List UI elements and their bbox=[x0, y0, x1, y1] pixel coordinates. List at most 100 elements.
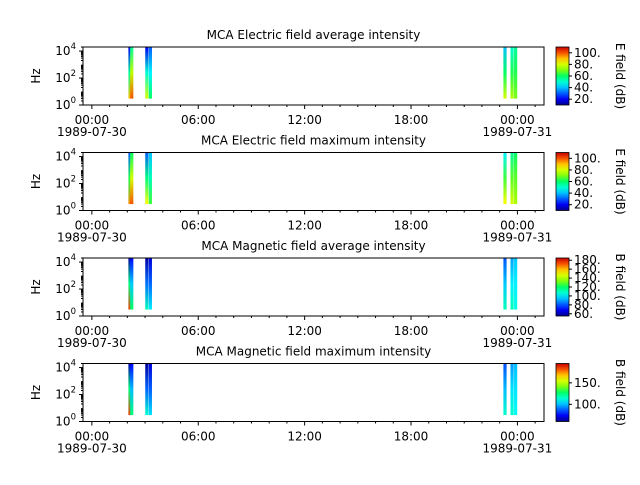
colorbar-tick-label: 20. bbox=[574, 92, 593, 106]
colorbar-label: E field (dB) bbox=[613, 43, 627, 109]
spectrogram-column bbox=[510, 258, 514, 310]
colorbar bbox=[555, 46, 570, 106]
panel-title: MCA Electric field maximum intensity bbox=[201, 134, 426, 148]
x-date-label: 1989-07-30 bbox=[57, 125, 127, 139]
spectrogram-column bbox=[514, 47, 518, 99]
x-date-label: 1989-07-31 bbox=[483, 336, 553, 350]
spectrogram-column bbox=[145, 363, 149, 416]
spectrogram-column bbox=[128, 363, 132, 416]
x-date-label: 1989-07-30 bbox=[57, 336, 127, 350]
y-tick-label: 100 bbox=[55, 202, 76, 218]
y-tick-label: 100 bbox=[55, 413, 76, 429]
x-date-label: 1989-07-31 bbox=[483, 231, 553, 245]
colorbar-label: E field (dB) bbox=[613, 148, 627, 214]
panel-1: MCA Electric field average intensity 100 1… bbox=[29, 28, 627, 139]
colorbar-tick-label: 80. bbox=[574, 163, 593, 177]
colorbar-tick-label: 100. bbox=[574, 289, 601, 303]
colorbar-tick-label: 60. bbox=[574, 175, 593, 189]
colorbar-tick-label: 20. bbox=[574, 198, 593, 212]
panel-title: MCA Electric field average intensity bbox=[207, 28, 421, 42]
colorbar-tick-label: 100. bbox=[574, 397, 601, 411]
spectrogram-column bbox=[503, 152, 507, 205]
spectrogram-column bbox=[503, 363, 507, 416]
spectrogram-column bbox=[145, 47, 149, 99]
x-tick-label: 00:00 bbox=[500, 430, 535, 444]
colorbar bbox=[555, 363, 570, 422]
panel-title: MCA Magnetic field maximum intensity bbox=[196, 345, 432, 359]
spectrogram-column bbox=[148, 47, 152, 99]
colorbar-tick-label: 100. bbox=[574, 151, 601, 165]
x-tick-label: 18:00 bbox=[394, 219, 429, 233]
x-tick-label: 00:00 bbox=[75, 219, 110, 233]
x-tick-label: 06:00 bbox=[181, 430, 216, 444]
x-tick-label: 12:00 bbox=[287, 324, 322, 338]
spectrogram-column bbox=[503, 47, 507, 99]
y-tick-label: 100 bbox=[55, 307, 76, 323]
spectrogram-column bbox=[130, 258, 134, 310]
spectrogram-column bbox=[145, 258, 149, 310]
spectrogram-column bbox=[148, 258, 152, 310]
colorbar-tick-label: 60. bbox=[574, 69, 593, 83]
spectrogram-column bbox=[503, 258, 507, 310]
colorbar bbox=[555, 257, 570, 317]
spectrogram-column bbox=[510, 363, 514, 416]
spectrogram-column bbox=[514, 152, 518, 205]
colorbar-tick-label: 150. bbox=[574, 376, 601, 390]
colorbar-tick-label: 120. bbox=[574, 280, 601, 294]
colorbar-tick-label: 100. bbox=[574, 46, 601, 60]
x-tick-label: 00:00 bbox=[75, 113, 110, 127]
axes-frame bbox=[82, 363, 545, 422]
x-tick-label: 18:00 bbox=[394, 324, 429, 338]
x-date-label: 1989-07-31 bbox=[483, 125, 553, 139]
axes-frame bbox=[82, 46, 545, 106]
y-tick-label: 102 bbox=[55, 69, 76, 85]
x-tick-label: 06:00 bbox=[181, 219, 216, 233]
axes-frame bbox=[82, 152, 545, 211]
x-tick-label: 18:00 bbox=[394, 113, 429, 127]
x-tick-label: 12:00 bbox=[287, 219, 322, 233]
spectrogram-column bbox=[148, 152, 152, 205]
spectrogram-column bbox=[510, 152, 514, 205]
colorbar-tick-label: 40. bbox=[574, 81, 593, 95]
colorbar-tick-label: 40. bbox=[574, 186, 593, 200]
colorbar-tick-label: 140. bbox=[574, 271, 601, 285]
y-tick-label: 102 bbox=[55, 175, 76, 191]
colorbar-tick-label: 80. bbox=[574, 298, 593, 312]
y-tick-label: 104 bbox=[55, 42, 76, 58]
spectrogram-column bbox=[128, 152, 132, 205]
colorbar-tick-label: 60. bbox=[574, 307, 593, 321]
spectrogram-column bbox=[148, 363, 152, 416]
x-date-label: 1989-07-30 bbox=[57, 231, 127, 245]
x-tick-label: 12:00 bbox=[287, 430, 322, 444]
spectrogram-column bbox=[128, 47, 132, 99]
panel-2: MCA Electric field maximum intensity 100 1… bbox=[29, 134, 627, 245]
colorbar bbox=[555, 152, 570, 211]
colorbar-tick-label: 160. bbox=[574, 262, 601, 276]
x-tick-label: 06:00 bbox=[181, 324, 216, 338]
colorbar-label: B field (dB) bbox=[613, 254, 627, 321]
y-tick-label: 100 bbox=[55, 96, 76, 112]
axes-frame bbox=[82, 257, 545, 317]
spectrogram-column bbox=[130, 152, 134, 205]
colorbar-tick-label: 80. bbox=[574, 57, 593, 71]
panel-title: MCA Magnetic field average intensity bbox=[201, 239, 425, 253]
x-tick-label: 00:00 bbox=[500, 324, 535, 338]
y-tick-label: 102 bbox=[55, 386, 76, 402]
panel-3: MCA Magnetic field average intensity 100 1… bbox=[29, 239, 627, 350]
spectrogram-column bbox=[145, 152, 149, 205]
spectrogram-column bbox=[130, 363, 134, 416]
y-tick-label: 104 bbox=[55, 148, 76, 164]
x-tick-label: 12:00 bbox=[287, 113, 322, 127]
y-axis-label: Hz bbox=[29, 385, 43, 400]
x-tick-label: 00:00 bbox=[75, 430, 110, 444]
y-tick-label: 104 bbox=[55, 359, 76, 375]
x-tick-label: 06:00 bbox=[181, 113, 216, 127]
colorbar-label: B field (dB) bbox=[613, 359, 627, 426]
spectrogram-column bbox=[130, 47, 134, 99]
y-axis-label: Hz bbox=[29, 279, 43, 294]
y-axis-label: Hz bbox=[29, 68, 43, 83]
x-tick-label: 18:00 bbox=[394, 430, 429, 444]
spectrogram-column bbox=[514, 258, 518, 310]
